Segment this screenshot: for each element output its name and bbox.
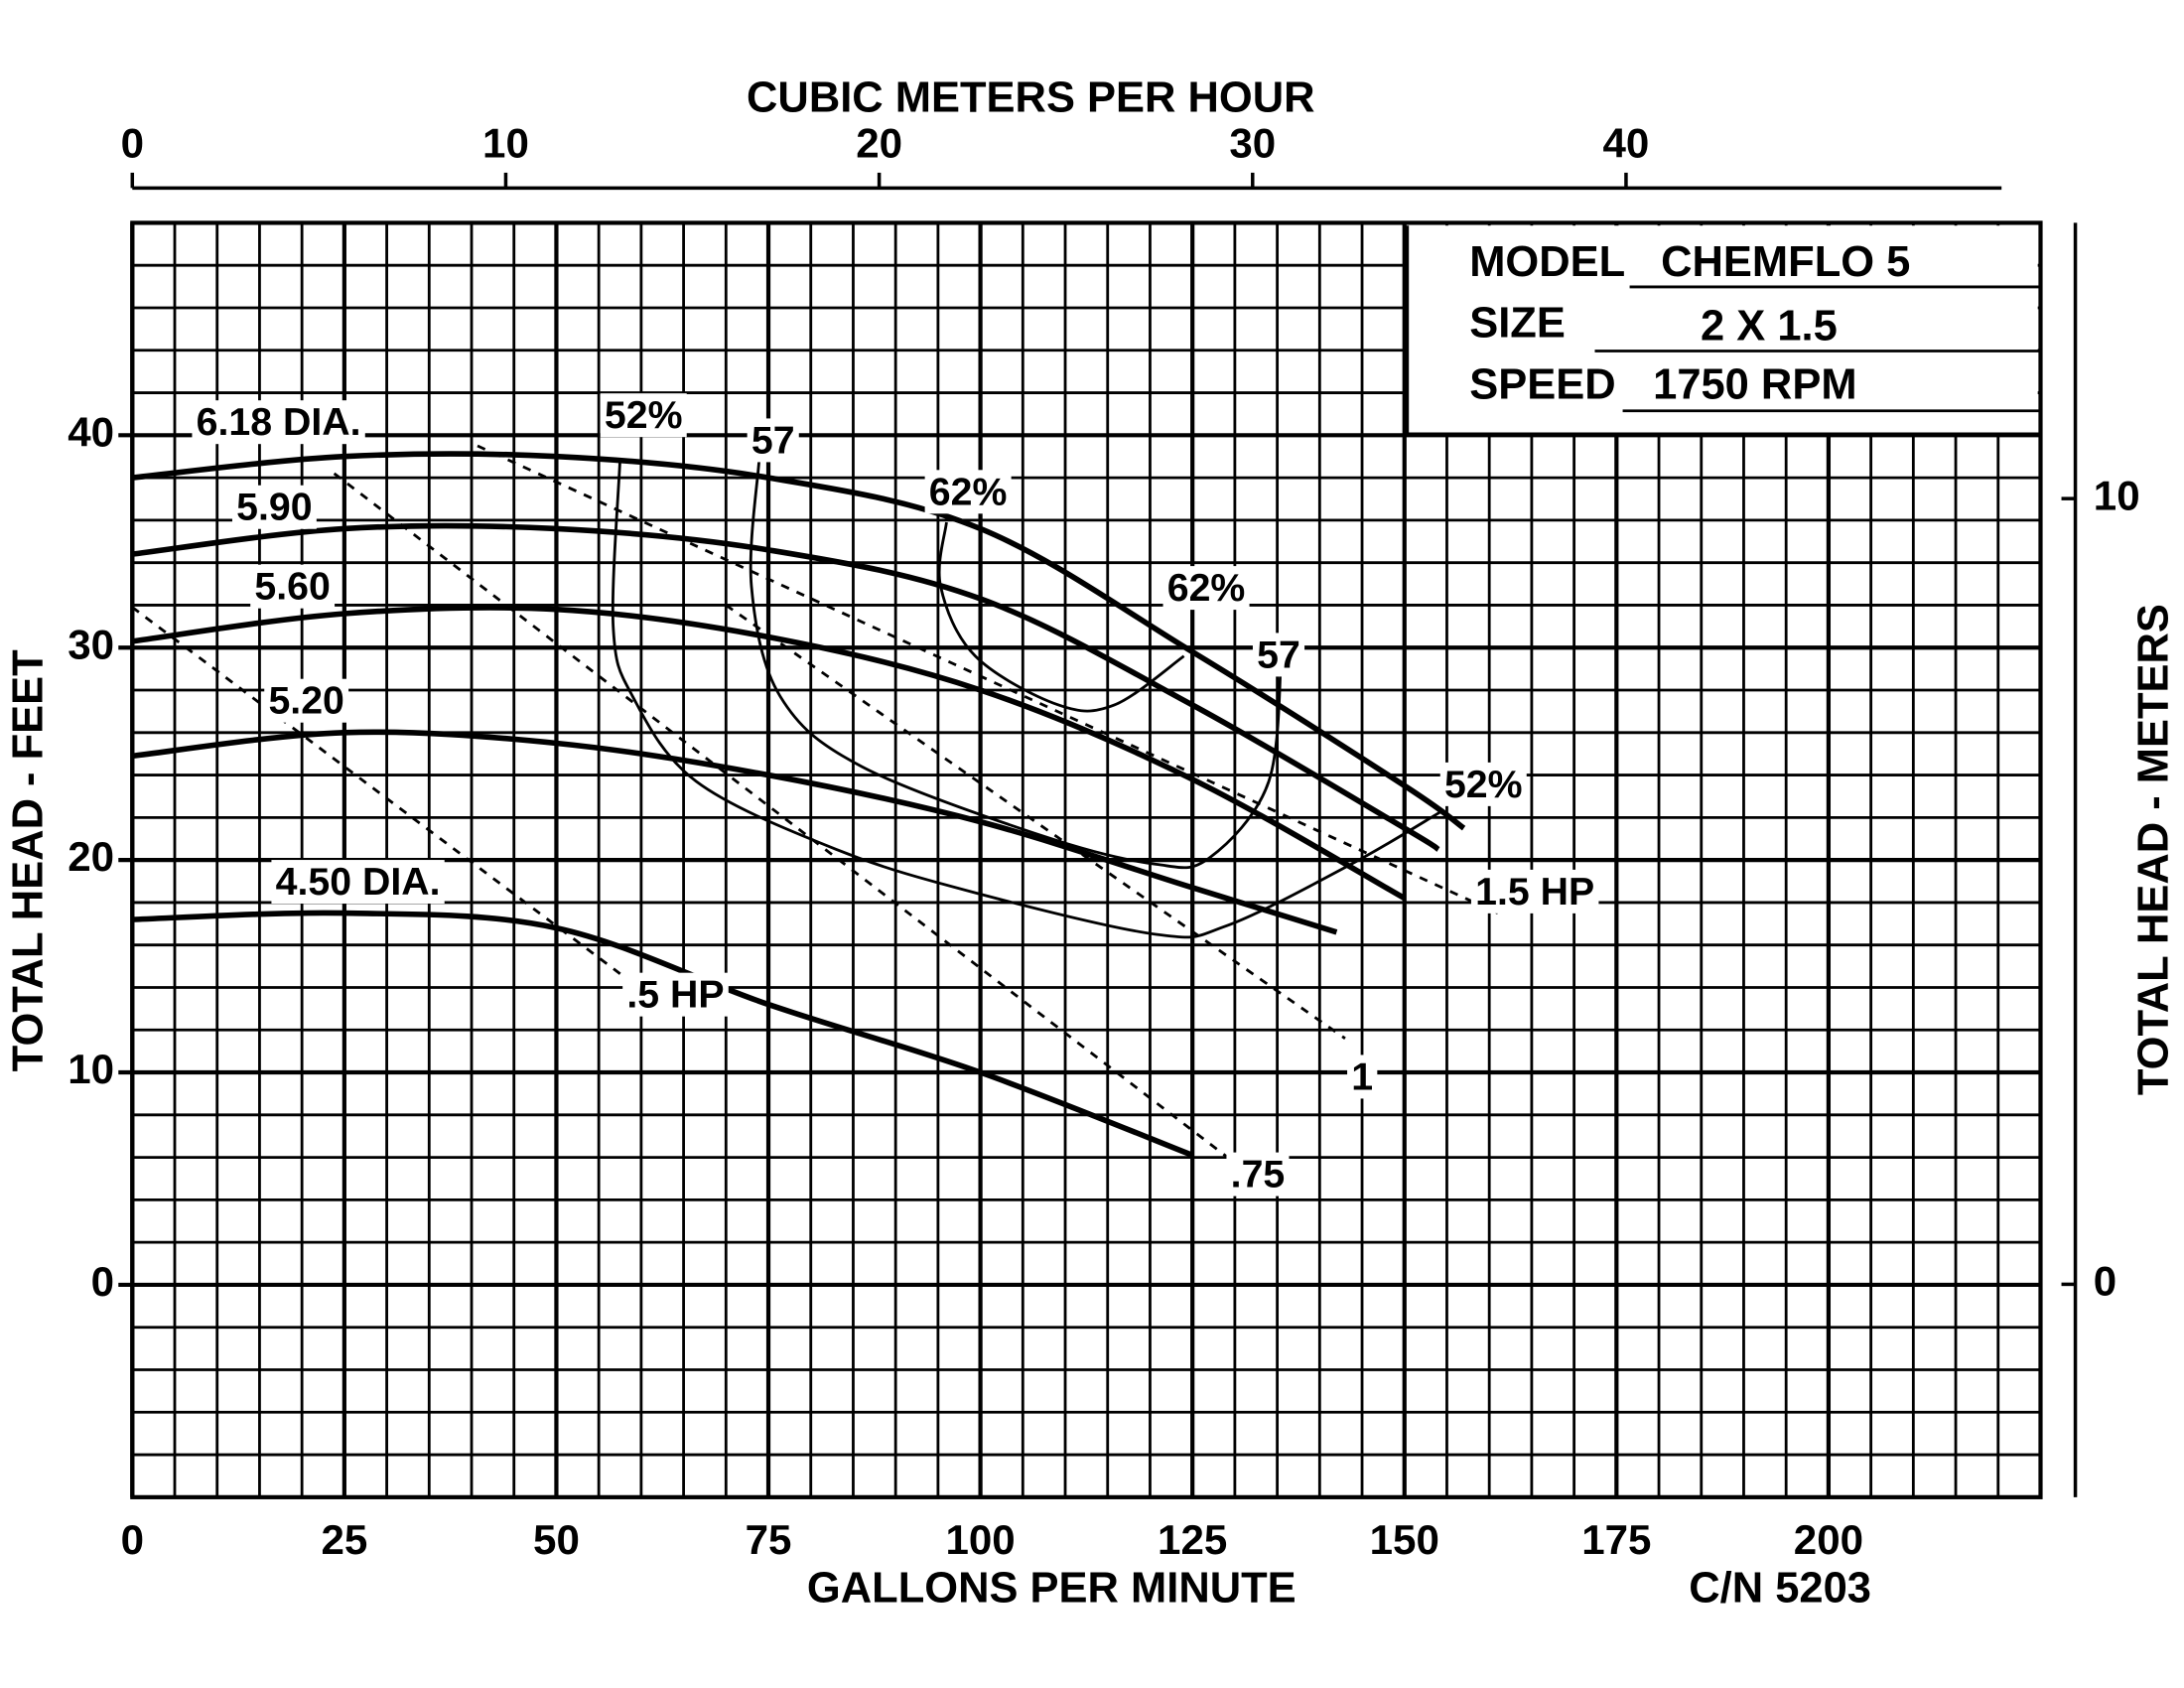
x2-tick-label: 30: [1229, 119, 1276, 166]
x-tick-label: 175: [1581, 1516, 1651, 1563]
speed-label: SPEED: [1469, 360, 1615, 408]
hp-line: [725, 604, 1346, 1040]
label-background: [271, 860, 445, 905]
hp-line: [477, 444, 1499, 914]
diameter-label: 6.18 DIA.: [197, 400, 361, 444]
efficiency-curve: [611, 460, 1443, 939]
label-background: [192, 400, 365, 445]
label-background: [1162, 566, 1250, 611]
label-background: [1470, 869, 1599, 914]
label-background: [622, 972, 729, 1017]
x-tick-label: 0: [121, 1516, 144, 1563]
efficiency-label: 62%: [929, 470, 1008, 513]
diameter-label: 5.90: [236, 486, 312, 529]
label-background: [264, 678, 349, 723]
x-tick-label: 100: [945, 1516, 1015, 1563]
speed-value: 1750 RPM: [1653, 360, 1856, 408]
efficiency-curve: [937, 521, 1185, 713]
label-background: [600, 393, 687, 438]
x-tick-label: 50: [533, 1516, 580, 1563]
model-label: MODEL: [1469, 238, 1625, 286]
x-tick-label: 25: [321, 1516, 367, 1563]
label-background: [1347, 1055, 1378, 1099]
plot-frame: [130, 220, 2043, 1499]
x-tick-label: 125: [1158, 1516, 1227, 1563]
y-axis-title: TOTAL HEAD - FEET: [4, 649, 52, 1071]
labels: 6.18 DIA. 5.90 5.60 5.20 4.50 DIA. 52% 52% 57 57…: [192, 393, 1599, 1196]
info-box: [1407, 225, 2038, 435]
head-curve: [132, 910, 1194, 1159]
diameter-label: 5.20: [268, 679, 343, 723]
head-curve: [131, 729, 1338, 935]
label-background: [924, 470, 1012, 514]
x-tick-label: 75: [746, 1516, 792, 1563]
label-background: [747, 418, 799, 463]
y-tick-label: 30: [68, 621, 114, 667]
efficiency-curve: [749, 460, 1284, 870]
x2-axis-title: CUBIC METERS PER HOUR: [747, 73, 1314, 121]
x-tick-label: 150: [1370, 1516, 1439, 1563]
label-background: [1439, 762, 1527, 806]
efficiency-label: 62%: [1167, 566, 1246, 610]
diameter-label: 4.50 DIA.: [276, 860, 441, 904]
head-curve: [131, 605, 1407, 902]
y-tick-label: 0: [91, 1258, 114, 1305]
efficiency-label: 52%: [1444, 763, 1523, 806]
x2-tick-label: 10: [482, 119, 529, 166]
diameter-label: 5.60: [254, 565, 330, 609]
label-background: [1252, 633, 1305, 677]
efficiency-label: 52%: [605, 393, 683, 437]
x-axis-title: GALLONS PER MINUTE: [807, 1564, 1297, 1612]
hp-label: .5 HP: [626, 973, 724, 1017]
label-background: [231, 485, 317, 529]
model-value: CHEMFLO 5: [1661, 238, 1910, 286]
curves: [131, 444, 1499, 1163]
head-curve: [131, 522, 1440, 852]
hp-label: 1: [1351, 1055, 1373, 1098]
x2-tick-label: 40: [1603, 119, 1650, 166]
y2-tick-label: 0: [2094, 1258, 2116, 1305]
note: C/N 5203: [1689, 1564, 1871, 1612]
y2-axis-title: TOTAL HEAD - METERS: [2129, 604, 2177, 1095]
y-tick-label: 20: [68, 833, 114, 880]
hp-label: 1.5 HP: [1475, 870, 1594, 914]
label-background: [1226, 1152, 1290, 1196]
hp-line: [131, 606, 642, 991]
efficiency-label: 57: [751, 418, 795, 462]
head-curve: [132, 451, 1466, 831]
y-tick-label: 40: [68, 408, 114, 455]
efficiency-label: 57: [1257, 633, 1300, 676]
size-value: 2 X 1.5: [1701, 303, 1838, 351]
x2-tick-label: 20: [856, 119, 902, 166]
x-tick-label: 200: [1794, 1516, 1863, 1563]
y-tick-label: 10: [68, 1046, 114, 1092]
size-label: SIZE: [1469, 300, 1566, 348]
label-background: [250, 564, 336, 609]
x2-tick-label: 0: [121, 119, 144, 166]
hp-label: .75: [1231, 1153, 1286, 1196]
y2-tick-label: 10: [2094, 472, 2140, 518]
